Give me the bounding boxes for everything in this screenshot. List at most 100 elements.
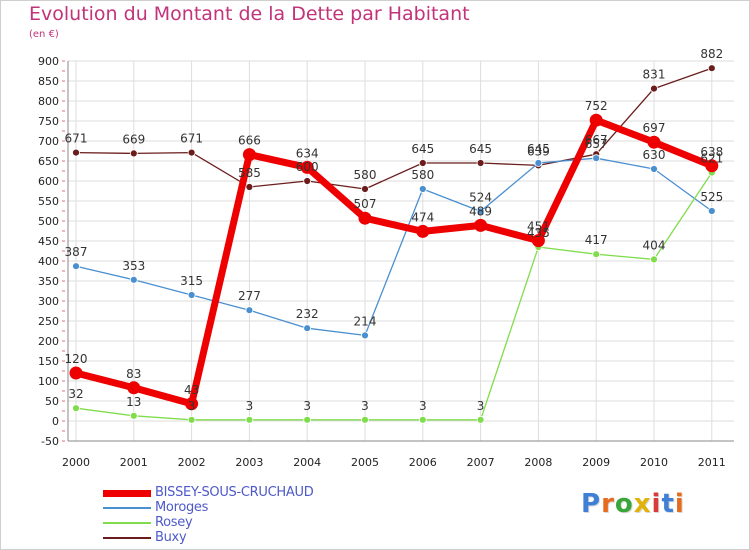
data-label: 671	[65, 132, 88, 146]
data-label: 214	[354, 314, 377, 328]
x-tick-label: 2009	[582, 456, 610, 469]
y-tick-label: 550	[38, 195, 59, 208]
data-point	[129, 411, 138, 420]
y-tick-label: 150	[38, 355, 59, 368]
y-tick-label: 200	[38, 335, 59, 348]
data-point	[650, 255, 658, 264]
y-tick-label: 800	[38, 95, 59, 108]
data-point	[707, 207, 716, 215]
data-point	[476, 207, 485, 216]
data-label: 120	[65, 352, 88, 366]
data-point	[358, 211, 372, 225]
data-label: 630	[643, 148, 666, 162]
data-point	[650, 165, 658, 173]
data-label: 3	[419, 399, 427, 413]
y-tick-label: 750	[38, 115, 59, 128]
legend-swatch	[103, 507, 151, 509]
data-label: 831	[643, 68, 666, 82]
y-tick-label: 450	[38, 235, 59, 248]
data-label: 645	[469, 142, 492, 156]
data-point	[245, 415, 254, 424]
legend-swatch	[103, 537, 151, 539]
data-label: 657	[585, 137, 608, 151]
logo-letter: i	[674, 489, 685, 519]
x-tick-label: 2007	[467, 456, 495, 469]
data-point	[129, 275, 138, 284]
logo-letter: x	[633, 489, 652, 519]
y-tick-label: 400	[38, 255, 59, 268]
data-point	[245, 183, 254, 191]
data-label: 32	[68, 387, 83, 401]
series-line	[75, 67, 713, 190]
data-point	[418, 415, 427, 424]
data-label: 580	[411, 168, 434, 182]
data-label: 232	[296, 307, 319, 321]
data-label: 671	[180, 132, 203, 146]
data-point	[705, 159, 719, 173]
data-label: 277	[238, 289, 261, 303]
y-tick-label: 250	[38, 315, 59, 328]
y-tick-label: 700	[38, 135, 59, 148]
data-point	[300, 160, 314, 174]
data-label: 315	[180, 274, 203, 288]
logo-letter: P	[581, 489, 602, 519]
x-tick-label: 2005	[351, 456, 379, 469]
data-point	[418, 185, 427, 193]
data-point	[187, 415, 196, 424]
logo-letter: r	[601, 489, 615, 519]
data-label: 585	[238, 166, 261, 180]
proxiti-logo: Proxiti	[581, 489, 685, 519]
data-point	[72, 404, 80, 413]
data-label: 752	[585, 99, 608, 113]
data-point	[476, 159, 485, 167]
data-point	[589, 113, 603, 127]
data-label: 3	[361, 399, 369, 413]
data-point	[361, 331, 369, 340]
chart-title: Evolution du Montant de la Dette par Hab…	[29, 3, 470, 25]
data-point	[476, 415, 485, 424]
series-line	[75, 171, 713, 421]
chart-subtitle: (en €)	[29, 29, 59, 40]
series-line	[72, 116, 716, 408]
data-label: 634	[296, 146, 319, 160]
legend-label: Rosey	[155, 515, 193, 530]
x-tick-label: 2004	[293, 456, 321, 469]
data-point	[650, 84, 658, 93]
data-label: 13	[126, 395, 141, 409]
data-point	[187, 291, 196, 299]
data-label: 645	[527, 142, 550, 156]
legend-label: Buxy	[155, 530, 187, 545]
data-point	[242, 148, 256, 162]
y-tick-label: 350	[38, 275, 59, 288]
legend-swatch	[103, 489, 151, 497]
data-point	[303, 415, 312, 424]
y-tick-label: 600	[38, 175, 59, 188]
data-label: 435	[527, 226, 550, 240]
y-tick-label: -50	[41, 435, 59, 448]
data-point	[531, 234, 545, 248]
y-tick-label: 900	[38, 55, 59, 68]
x-tick-label: 2006	[409, 456, 437, 469]
x-tick-label: 2011	[698, 456, 726, 469]
x-tick-label: 2000	[62, 456, 90, 469]
y-tick-label: 500	[38, 215, 59, 228]
data-point	[69, 366, 83, 380]
data-point	[474, 218, 488, 232]
data-point	[534, 159, 543, 167]
data-label: 882	[700, 47, 723, 61]
y-tick-label: 650	[38, 155, 59, 168]
data-point	[303, 324, 312, 333]
data-label: 43	[184, 383, 199, 397]
logo-letter: o	[614, 489, 634, 519]
data-label: 621	[700, 152, 723, 166]
data-label: 645	[411, 142, 434, 156]
data-label: 474	[411, 210, 434, 224]
data-point	[361, 185, 369, 193]
data-label: 669	[122, 132, 145, 146]
x-tick-label: 2003	[235, 456, 263, 469]
data-label: 524	[469, 190, 492, 204]
legend-label: BISSEY-SOUS-CRUCHAUD	[155, 485, 314, 500]
data-point	[245, 306, 254, 315]
